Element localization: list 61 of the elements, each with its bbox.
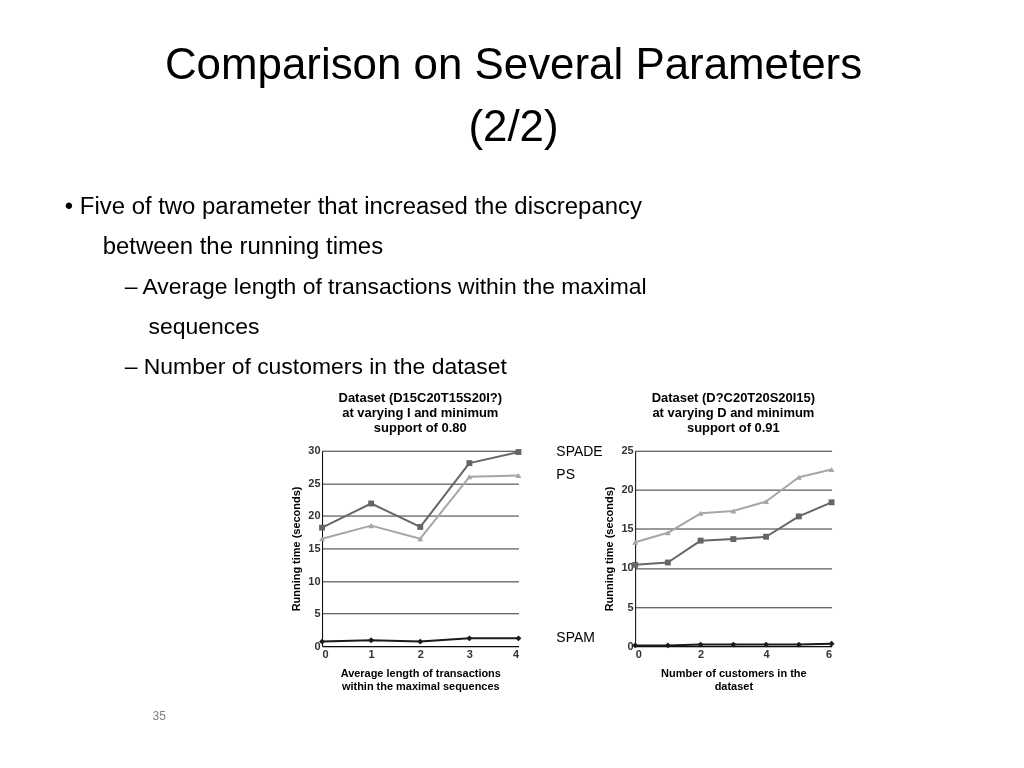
point	[417, 638, 424, 645]
point	[417, 536, 424, 542]
x-tick-label: 3	[466, 647, 473, 660]
x-tick-label: 4	[763, 647, 771, 660]
point	[417, 524, 424, 530]
point	[730, 641, 737, 648]
y-tick-label: 10	[621, 561, 634, 574]
x-tick-label: 0	[322, 647, 329, 660]
point	[795, 641, 802, 648]
point	[319, 638, 326, 645]
y-axis-title: Running time (seconds)	[290, 486, 303, 612]
y-tick-label: 15	[308, 541, 321, 554]
x-axis-title: Average length of transactions within the maximal sequences	[340, 666, 501, 692]
point	[763, 533, 770, 540]
text: • Five of two parameter that increased the discrepancy between the running times	[64, 192, 642, 260]
y-tick-label: 5	[627, 600, 634, 613]
point	[763, 499, 770, 505]
chart-title: Dataset (D15C20T15S20I?) at varying I and minimum support of 0.80	[338, 389, 502, 435]
point	[697, 510, 704, 516]
text: SPAM	[556, 629, 595, 646]
text: 35	[152, 708, 167, 723]
x-tick-label: 1	[368, 647, 375, 660]
point	[319, 524, 326, 531]
y-tick-label: 10	[308, 574, 321, 587]
point	[828, 499, 835, 506]
y-tick-label: 15	[621, 522, 634, 535]
chart-title: Dataset (D?C20T20S20I15) at varying D and minimum support of 0.91	[651, 389, 816, 435]
y-tick-label: 25	[621, 444, 634, 457]
y-tick-label: 30	[308, 444, 321, 457]
point	[368, 523, 375, 529]
point	[664, 642, 671, 649]
x-tick-label: 0	[635, 647, 642, 660]
point	[632, 539, 639, 545]
y-tick-label: 0	[314, 639, 321, 652]
point	[697, 537, 704, 544]
y-tick-label: 25	[308, 476, 321, 489]
x-tick-label: 2	[417, 647, 424, 660]
text: Comparison on Several Parameters (2/2)	[164, 38, 863, 150]
text: – Number of customers in the dataset	[124, 352, 508, 379]
x-tick-label: 2	[698, 647, 705, 660]
point	[515, 472, 522, 479]
text: PS	[556, 466, 575, 483]
text: – Average length of transactions within the maximal sequences	[124, 273, 647, 340]
point	[828, 466, 835, 473]
x-tick-label: 4	[512, 647, 520, 660]
point	[795, 513, 802, 520]
point	[515, 635, 522, 642]
y-tick-label: 0	[627, 639, 634, 652]
x-tick-label: 6	[825, 647, 833, 660]
text: SPADE	[556, 443, 603, 460]
point	[368, 637, 375, 644]
point	[763, 641, 770, 648]
x-axis-title: Number of customers in the dataset	[661, 666, 807, 692]
y-axis-title: Running time (seconds)	[603, 486, 616, 612]
point	[828, 640, 835, 647]
point	[466, 460, 473, 467]
y-tick-label: 20	[308, 509, 321, 522]
y-tick-label: 20	[621, 483, 634, 496]
point	[466, 474, 473, 480]
point	[730, 536, 737, 543]
y-tick-label: 5	[314, 607, 321, 620]
